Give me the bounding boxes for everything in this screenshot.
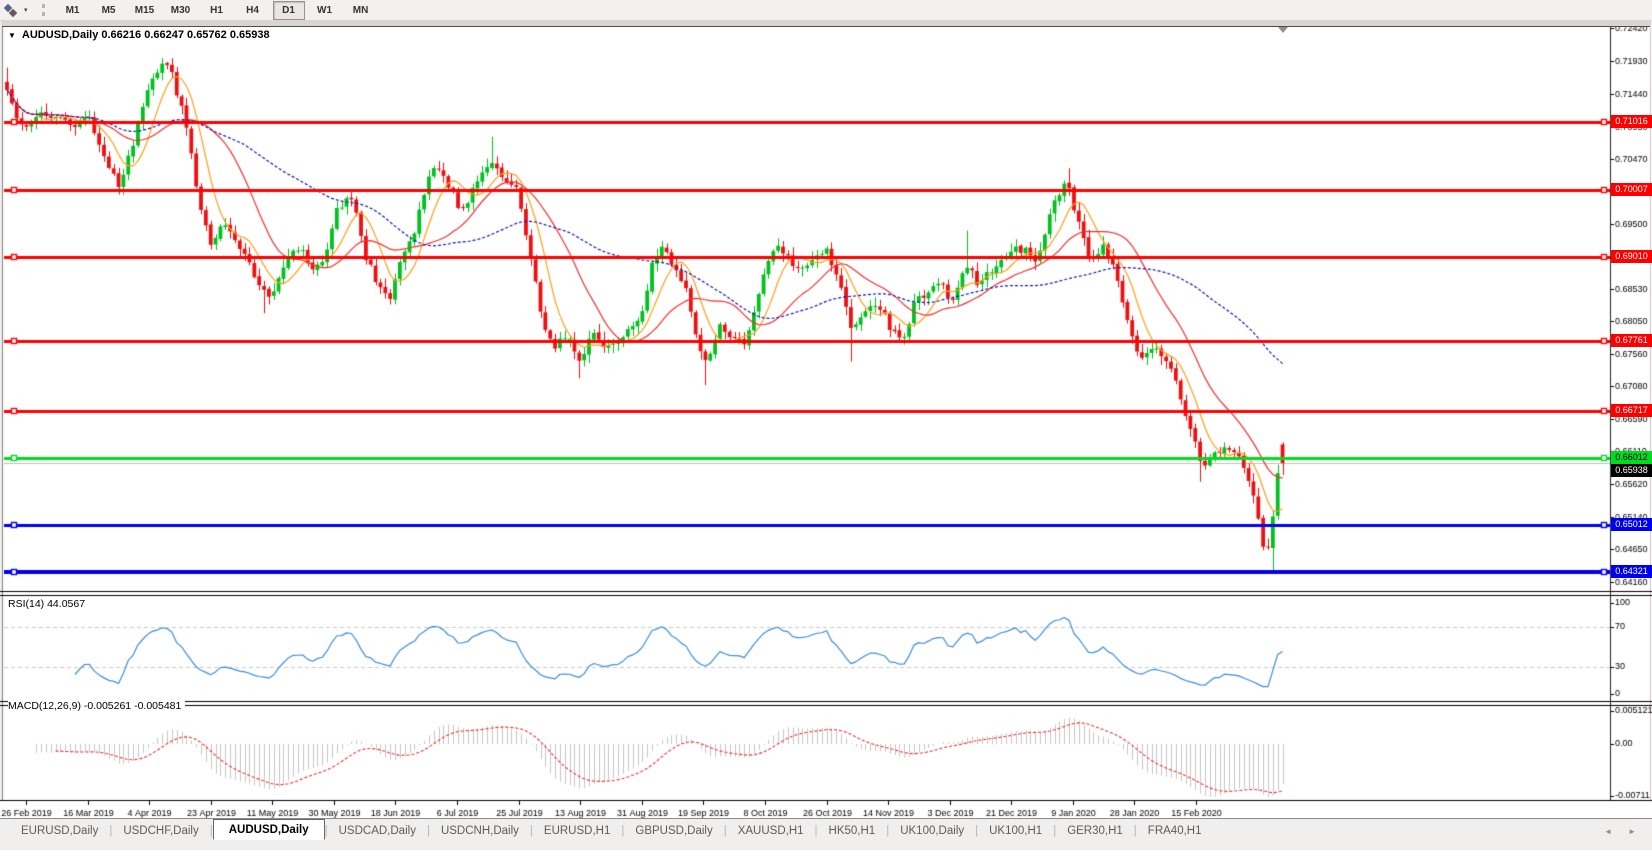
tab-separator: | xyxy=(324,825,328,837)
chart-tab-gbpusd-daily[interactable]: GBPUSD,Daily xyxy=(635,825,713,837)
macd-indicator-label: MACD(12,26,9) -0.005261 -0.005481 xyxy=(8,700,186,712)
tab-separator: | xyxy=(886,825,890,837)
tab-separator: | xyxy=(209,825,213,837)
timeframe-button-h1[interactable]: H1 xyxy=(210,4,223,16)
tab-separator: | xyxy=(621,825,625,837)
timeframe-button-m30[interactable]: M30 xyxy=(170,4,191,16)
chart-tab-hk50-h1[interactable]: HK50,H1 xyxy=(828,825,876,837)
price-level-label-0.66012: 0.66012 xyxy=(1611,451,1652,464)
toolbar: ▾ M1 M5 M15 M30 H1 H4 D1 W1 MN xyxy=(0,0,1652,21)
tab-separator: | xyxy=(723,825,727,837)
chart-tab-eurusd-h1[interactable]: EURUSD,H1 xyxy=(543,825,611,837)
price-level-label-0.66717: 0.66717 xyxy=(1611,404,1652,417)
current-price-label: 0.65938 xyxy=(1611,464,1652,477)
chart-top-strip xyxy=(2,20,1650,27)
chart-tab-audusd-daily[interactable]: AUDUSD,Daily xyxy=(212,819,325,840)
tab-separator: | xyxy=(426,825,430,837)
tab-separator: | xyxy=(814,825,818,837)
tab-separator: | xyxy=(529,825,533,837)
chart-type-tool[interactable]: ▾ xyxy=(0,0,35,20)
timeframe-button-w1[interactable]: W1 xyxy=(317,4,333,16)
tab-scroll-right-icon[interactable]: ► xyxy=(1628,826,1636,836)
price-level-label-0.64321: 0.64321 xyxy=(1611,565,1652,578)
timeframe-button-h4[interactable]: H4 xyxy=(246,4,259,16)
tab-separator: | xyxy=(1053,825,1057,837)
timeframe-button-group: M1 M5 M15 M30 H1 H4 D1 W1 MN xyxy=(52,0,382,20)
tab-separator: | xyxy=(1133,825,1137,837)
price-level-label-0.71016: 0.71016 xyxy=(1611,115,1652,128)
chart-tab-xauusd-h1[interactable]: XAUUSD,H1 xyxy=(737,825,804,837)
title-dropdown-icon[interactable]: ▼ xyxy=(8,30,16,40)
chart-tab-usdcad-daily[interactable]: USDCAD,Daily xyxy=(338,825,416,837)
chart-shift-marker[interactable] xyxy=(1278,27,1288,33)
chart-tab-usdcnh-daily[interactable]: USDCNH,Daily xyxy=(440,825,519,837)
timeframe-button-d1[interactable]: D1 xyxy=(272,0,305,20)
toolbar-drag-handle[interactable] xyxy=(41,4,45,16)
tab-separator: | xyxy=(975,825,979,837)
chart-title-text: AUDUSD,Daily 0.66216 0.66247 0.65762 0.6… xyxy=(21,29,270,41)
price-level-label-0.69010: 0.69010 xyxy=(1611,250,1652,263)
chart-tab-uk100-daily[interactable]: UK100,Daily xyxy=(900,825,965,837)
chart-tab-bar: EURUSD,Daily | USDCHF,Daily | AUDUSD,Daily | U… xyxy=(0,818,1652,843)
tab-separator: | xyxy=(109,825,113,837)
tab-scroll-left-icon[interactable]: ◄ xyxy=(1604,826,1613,836)
chart-tab-uk100-h1[interactable]: UK100,H1 xyxy=(989,825,1043,837)
chevron-down-icon[interactable]: ▾ xyxy=(24,7,28,14)
timeframe-button-m5[interactable]: M5 xyxy=(101,4,116,16)
timeframe-button-m1[interactable]: M1 xyxy=(65,4,80,16)
chart-tab-usdchf-daily[interactable]: USDCHF,Daily xyxy=(123,825,199,837)
chart-tab-eurusd-daily[interactable]: EURUSD,Daily xyxy=(21,825,99,837)
timeframe-button-m15[interactable]: M15 xyxy=(134,4,155,16)
chart-tab-ger30-h1[interactable]: GER30,H1 xyxy=(1067,825,1123,837)
price-level-label-0.67761: 0.67761 xyxy=(1611,334,1652,347)
timeframe-button-mn[interactable]: MN xyxy=(352,4,369,16)
price-level-label-0.65012: 0.65012 xyxy=(1611,518,1652,531)
price-level-label-0.70007: 0.70007 xyxy=(1611,183,1652,196)
timeframes-tool-icon xyxy=(3,3,19,17)
chart-title: ▼ AUDUSD,Daily 0.66216 0.66247 0.65762 0… xyxy=(8,29,276,41)
rsi-indicator-label: RSI(14) 44.0567 xyxy=(8,598,90,610)
chart-tab-fra40-h1[interactable]: FRA40,H1 xyxy=(1147,825,1202,837)
tab-scroll-arrows: ◄ ► xyxy=(1604,827,1636,836)
